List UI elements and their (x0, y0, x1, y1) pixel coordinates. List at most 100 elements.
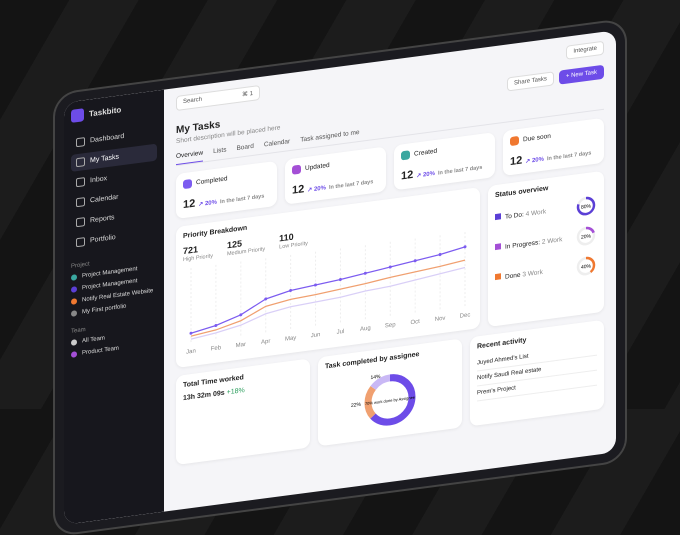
widgets: Priority Breakdown 721 High Priority 125 Me… (176, 170, 604, 369)
stat-card: Due soon 12 ↗ 20% In the last 7 days (503, 117, 604, 177)
search-text: Search (183, 96, 203, 106)
shortcut: ⌘ 1 (241, 90, 253, 99)
card-note: In the last 7 days (219, 193, 265, 206)
icon (76, 137, 85, 148)
icon (76, 177, 85, 188)
card-change: ↗ 20% (307, 185, 326, 194)
status-text: In Progress: 2 Work (495, 235, 562, 252)
card-label: Completed (196, 175, 228, 187)
project-name: My First portfolio (82, 303, 127, 316)
card-value-row: 12 ↗ 20% In the last 7 days (510, 145, 597, 168)
screen: Taskbito Dashboard My Tasks Inbox Calendar R… (64, 30, 616, 525)
card-head: Due soon (510, 126, 597, 147)
line-chart: Jan Feb Mar Apr May Jun Jul Aug Sep Oct Nov Dec (186, 231, 471, 356)
status-row: Done 3 Work 40% (495, 254, 597, 289)
x-tick-label: Oct (411, 319, 421, 326)
priority-card: Priority Breakdown 721 High Priority 125 Me… (176, 187, 480, 369)
project-name: Project Management (82, 278, 138, 292)
card-icon (401, 150, 410, 161)
stat-card: Updated 12 ↗ 20% In the last 7 days (285, 146, 386, 205)
icon (76, 197, 85, 208)
donut-segment (364, 374, 416, 426)
x-tick-label: Aug (360, 325, 371, 332)
status-donut: 40% (576, 256, 596, 276)
point (388, 265, 392, 269)
time-change: +18% (226, 387, 245, 397)
status-icon (495, 213, 501, 221)
x-tick-label: Apr (261, 339, 270, 346)
card-note: In the last 7 days (328, 179, 374, 191)
tab[interactable]: Calendar (263, 138, 291, 149)
time-value: 13h 32m 09s (183, 389, 225, 403)
status-donut: 20% (576, 226, 596, 246)
nav-label: Portfolio (90, 234, 116, 245)
point (264, 297, 268, 301)
status-label: Done (505, 271, 521, 281)
x-tick-label: Jan (186, 348, 196, 355)
new-task-text: New Task (571, 69, 597, 80)
x-tick-label: Sep (385, 322, 396, 329)
nav-label: Reports (90, 214, 115, 225)
card-label: Updated (305, 161, 330, 173)
actions: Share Tasks + New Task (507, 64, 604, 92)
x-tick-label: Nov (435, 316, 446, 323)
change-value: 20% (204, 199, 217, 208)
projects: Project Management Project Management Noti… (71, 264, 157, 317)
change-value: 20% (313, 185, 326, 193)
x-tick-label: Feb (211, 345, 222, 352)
status-count: 4 Work (525, 208, 547, 219)
card-icon (183, 178, 192, 190)
card-change: ↗ 20% (198, 199, 217, 209)
tab[interactable]: Lists (213, 146, 227, 156)
brand-name: Taskbito (89, 105, 122, 119)
card-change: ↗ 20% (416, 170, 435, 180)
status-count: 3 Work (522, 268, 543, 279)
card-value: 12 (510, 154, 523, 169)
donut-label: 80% (581, 203, 592, 210)
x-tick-label: Jun (311, 332, 321, 339)
icon (76, 237, 85, 248)
project-name: Project Management (82, 266, 138, 280)
point (463, 245, 467, 249)
nav: Dashboard My Tasks Inbox Calendar Reports Por… (71, 124, 157, 252)
point (314, 283, 318, 287)
nav-label: Calendar (90, 193, 119, 205)
activity-card: Recent activity Juyed Ahmed's List Notify … (470, 319, 604, 427)
donut-arc (576, 226, 596, 246)
point (189, 331, 193, 335)
card-head: Completed (183, 169, 270, 190)
card-value: 12 (401, 168, 414, 183)
dot (71, 274, 77, 281)
icon (76, 157, 85, 168)
line (190, 259, 466, 337)
card-value-row: 12 ↗ 20% In the last 7 days (292, 173, 379, 197)
status-icon (495, 273, 501, 281)
tab[interactable]: Task assigned to me (300, 128, 360, 144)
card-value-row: 12 ↗ 20% In the last 7 days (401, 159, 488, 183)
dot (71, 298, 77, 305)
card-note: In the last 7 days (437, 164, 483, 177)
new-task-button[interactable]: + New Task (558, 64, 604, 85)
stat-card: Completed 12 ↗ 20% In the last 7 days (176, 160, 277, 220)
point (239, 313, 243, 317)
brand: Taskbito (71, 99, 157, 123)
card-note: In the last 7 days (546, 150, 592, 163)
card-value: 12 (183, 197, 196, 212)
dot (71, 286, 77, 293)
donut-segment (364, 374, 416, 426)
x-tick-label: Mar (236, 342, 246, 349)
tab[interactable]: Board (236, 142, 254, 153)
dot (71, 339, 77, 346)
assignee-card: Task completed by assignee 22% 14% 70% work… (318, 338, 462, 447)
tab[interactable]: Overview (176, 149, 204, 166)
segment-label: 22% (351, 402, 362, 409)
stat-card: Created 12 ↗ 20% In the last 7 days (394, 132, 495, 191)
x-tick-label: Dec (460, 312, 471, 319)
change-value: 20% (531, 156, 544, 165)
share-button[interactable]: Share Tasks (507, 71, 554, 92)
card-label: Due soon (523, 132, 551, 144)
card-value: 12 (292, 183, 305, 197)
point (438, 253, 442, 257)
point (338, 277, 342, 282)
